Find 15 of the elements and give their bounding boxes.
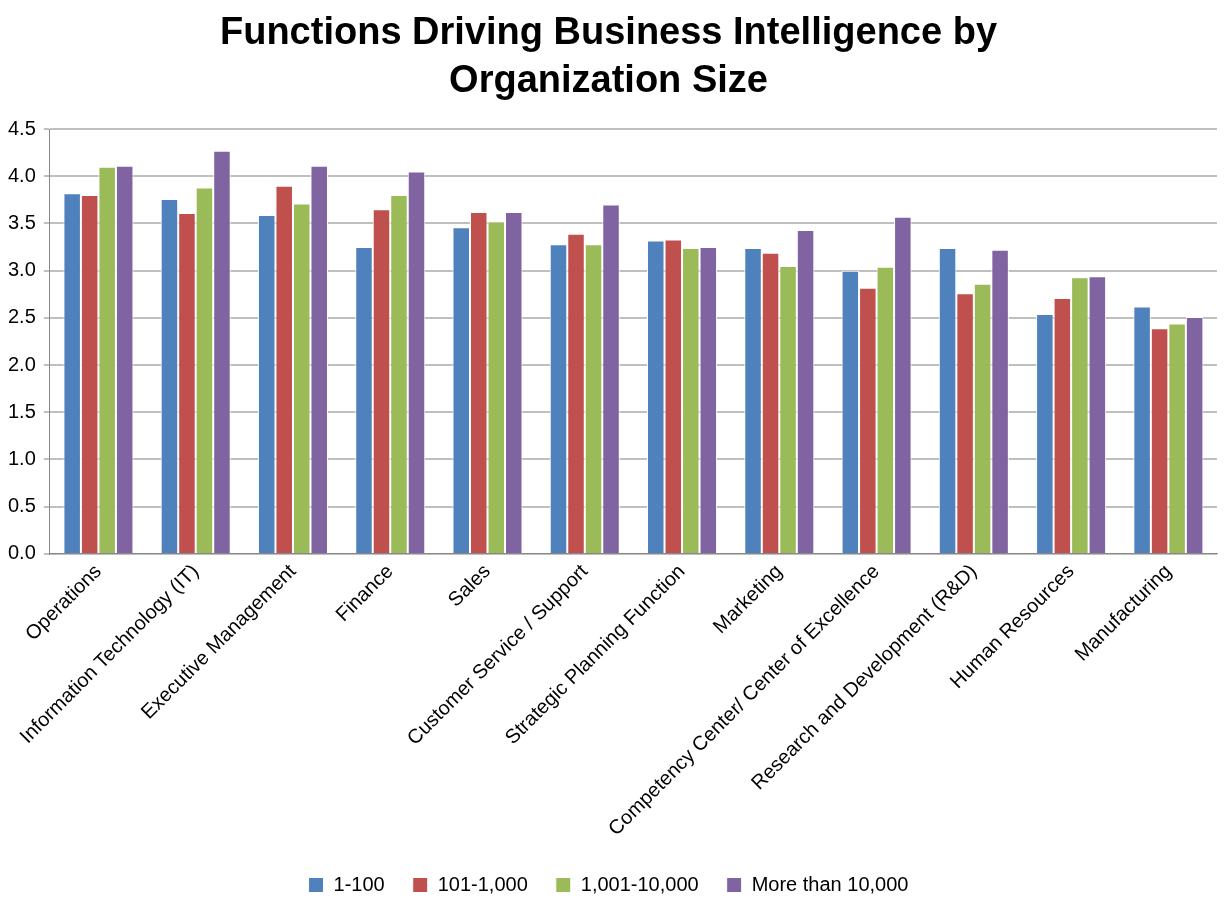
legend-label: 101-1,000	[437, 872, 528, 895]
y-tick-label: 1.5	[7, 399, 36, 422]
y-tick-label: 4.0	[7, 163, 36, 186]
chart-title: Functions Driving Business Intelligence by Organization Size	[219, 10, 998, 100]
y-tick-label: 2.5	[7, 305, 36, 328]
legend-label: More than 10,000	[751, 872, 909, 895]
y-tick-label: 2.0	[7, 352, 36, 375]
y-tick-label: 1.0	[7, 447, 36, 469]
y-tick-label: 3.0	[7, 258, 36, 281]
legend-label: 1-100	[333, 872, 385, 895]
y-tick-label: 4.5	[7, 116, 36, 139]
y-tick-label: 3.5	[7, 210, 36, 233]
y-tick-label: 0.0	[7, 541, 36, 564]
y-tick-label: 0.5	[7, 494, 36, 517]
legend-label: 1,001-10,000	[580, 872, 699, 895]
